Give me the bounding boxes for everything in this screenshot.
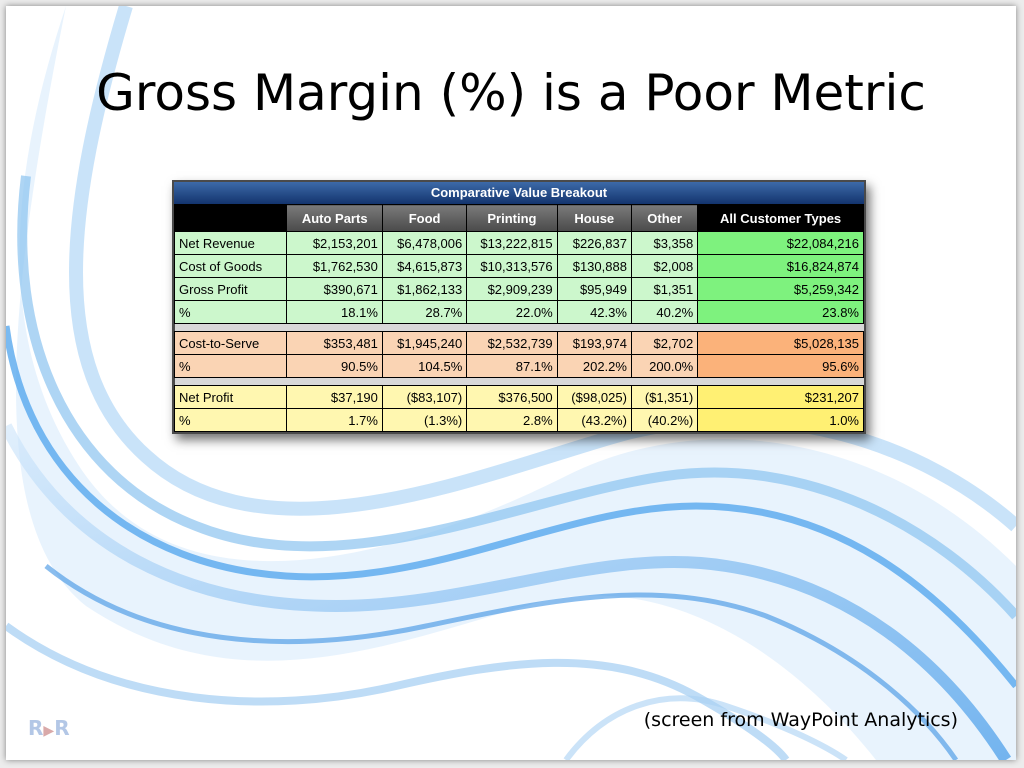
- value-breakout-table-panel: Comparative Value Breakout Auto Parts Fo…: [172, 180, 866, 434]
- background-wave-graphic: [6, 6, 1016, 760]
- header-food[interactable]: Food: [381, 204, 468, 232]
- cell: $353,481: [286, 331, 383, 355]
- cell: (43.2%): [556, 408, 632, 432]
- table-header-row: Auto Parts Food Printing House Other All…: [173, 204, 864, 232]
- table-row-net-revenue: Net Revenue $2,153,201 $6,478,006 $13,22…: [173, 231, 864, 255]
- total-cell: 23.8%: [697, 300, 864, 324]
- row-label: Net Profit: [173, 385, 288, 409]
- total-cell: 1.0%: [697, 408, 864, 432]
- cell: $4,615,873: [381, 254, 468, 278]
- cell: ($1,351): [630, 385, 699, 409]
- cell: (40.2%): [630, 408, 699, 432]
- cell: 40.2%: [630, 300, 699, 324]
- cell: 104.5%: [381, 354, 468, 378]
- cell: 87.1%: [466, 354, 558, 378]
- total-cell: $16,824,874: [697, 254, 864, 278]
- row-label: %: [173, 354, 288, 378]
- table-banner: Comparative Value Breakout: [174, 182, 864, 204]
- cell: (1.3%): [381, 408, 468, 432]
- table-row-cost-of-goods: Cost of Goods $1,762,530 $4,615,873 $10,…: [173, 254, 864, 278]
- table-row-gross-margin-pct: % 18.1% 28.7% 22.0% 42.3% 40.2% 23.8%: [173, 300, 864, 324]
- row-label: Net Revenue: [173, 231, 288, 255]
- cell: $3,358: [630, 231, 699, 255]
- row-label: %: [173, 408, 288, 432]
- cell: $6,478,006: [381, 231, 468, 255]
- cell: $13,222,815: [466, 231, 558, 255]
- cell: 200.0%: [630, 354, 699, 378]
- cell: 18.1%: [286, 300, 383, 324]
- row-label: Gross Profit: [173, 277, 288, 301]
- table-spacer: [174, 377, 864, 386]
- cell: $1,351: [630, 277, 699, 301]
- logo-arrow-icon: ▶: [43, 723, 55, 739]
- cell: $95,949: [556, 277, 632, 301]
- cell: $2,909,239: [466, 277, 558, 301]
- cell: $2,153,201: [286, 231, 383, 255]
- cell: 2.8%: [466, 408, 558, 432]
- cell: ($83,107): [381, 385, 468, 409]
- logo-letter-left: R: [28, 716, 44, 740]
- cell: 42.3%: [556, 300, 632, 324]
- row-label: Cost-to-Serve: [173, 331, 288, 355]
- header-auto-parts[interactable]: Auto Parts: [286, 204, 383, 232]
- header-house[interactable]: House: [556, 204, 632, 232]
- table-spacer: [174, 323, 864, 332]
- cell: 1.7%: [286, 408, 383, 432]
- total-cell: $231,207: [697, 385, 864, 409]
- cell: $10,313,576: [466, 254, 558, 278]
- header-printing[interactable]: Printing: [466, 204, 558, 232]
- total-cell: $5,028,135: [697, 331, 864, 355]
- cell: $2,532,739: [466, 331, 558, 355]
- header-other[interactable]: Other: [630, 204, 699, 232]
- cell: $1,945,240: [381, 331, 468, 355]
- cell: 90.5%: [286, 354, 383, 378]
- table-row-net-profit-pct: % 1.7% (1.3%) 2.8% (43.2%) (40.2%) 1.0%: [173, 408, 864, 432]
- row-label: %: [173, 300, 288, 324]
- source-caption: (screen from WayPoint Analytics): [643, 709, 958, 731]
- cell: $2,702: [630, 331, 699, 355]
- company-logo: R▶R: [28, 716, 70, 740]
- cell: ($98,025): [556, 385, 632, 409]
- total-cell: $22,084,216: [697, 231, 864, 255]
- cell: $193,974: [556, 331, 632, 355]
- cell: $226,837: [556, 231, 632, 255]
- table-row-net-profit: Net Profit $37,190 ($83,107) $376,500 ($…: [173, 385, 864, 409]
- total-cell: $5,259,342: [697, 277, 864, 301]
- cell: $376,500: [466, 385, 558, 409]
- row-label: Cost of Goods: [173, 254, 288, 278]
- logo-letter-right: R: [54, 716, 70, 740]
- cell: 22.0%: [466, 300, 558, 324]
- cell: 202.2%: [556, 354, 632, 378]
- cell: 28.7%: [381, 300, 468, 324]
- header-corner: [173, 204, 288, 232]
- cell: $2,008: [630, 254, 699, 278]
- slide-title: Gross Margin (%) is a Poor Metric: [96, 64, 926, 122]
- table-row-cost-to-serve: Cost-to-Serve $353,481 $1,945,240 $2,532…: [173, 331, 864, 355]
- total-cell: 95.6%: [697, 354, 864, 378]
- cell: $130,888: [556, 254, 632, 278]
- cell: $390,671: [286, 277, 383, 301]
- table-row-gross-profit: Gross Profit $390,671 $1,862,133 $2,909,…: [173, 277, 864, 301]
- cell: $37,190: [286, 385, 383, 409]
- value-breakout-table: Auto Parts Food Printing House Other All…: [173, 204, 864, 432]
- table-row-cost-to-serve-pct: % 90.5% 104.5% 87.1% 202.2% 200.0% 95.6%: [173, 354, 864, 378]
- slide: Gross Margin (%) is a Poor Metric Compar…: [6, 6, 1016, 760]
- header-all-customer-types[interactable]: All Customer Types: [697, 204, 864, 232]
- cell: $1,762,530: [286, 254, 383, 278]
- cell: $1,862,133: [381, 277, 468, 301]
